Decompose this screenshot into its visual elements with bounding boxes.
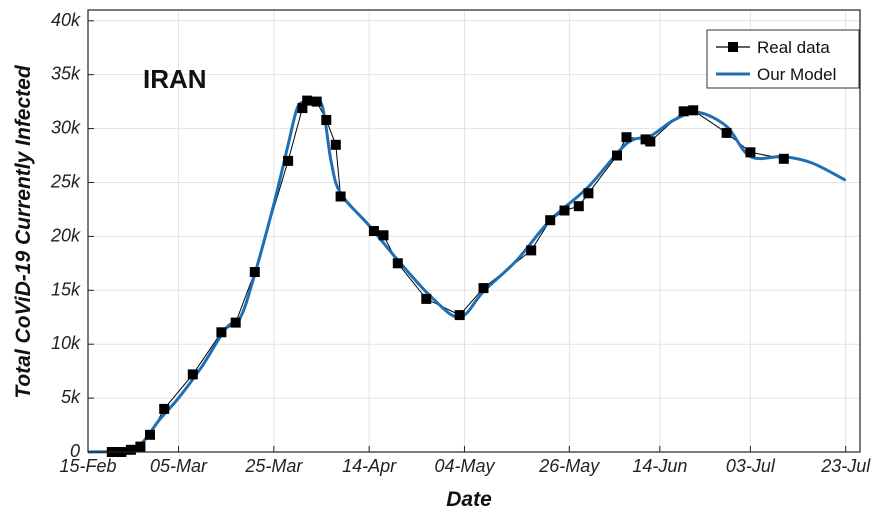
data-point-real [421, 293, 432, 304]
legend-label-model: Our Model [757, 65, 836, 84]
data-point-real [478, 283, 489, 294]
data-point-real [335, 191, 346, 202]
data-point-real [392, 258, 403, 269]
data-point-real [559, 205, 570, 216]
x-tick-label: 25-Mar [244, 456, 303, 476]
data-point-real [302, 95, 313, 106]
data-point-real [721, 127, 732, 138]
y-axis-title: Total CoViD-19 Currently Infected [12, 64, 35, 398]
x-axis-title: Date [446, 488, 492, 511]
x-tick-label: 04-May [434, 456, 495, 476]
x-tick-label: 26-May [538, 456, 600, 476]
data-point-real [778, 153, 789, 164]
data-point-real [368, 226, 379, 236]
x-tick-label: 03-Jul [726, 456, 776, 476]
data-point-real [378, 230, 389, 241]
country-annotation: IRAN [143, 64, 207, 94]
data-point-real [688, 105, 699, 116]
y-tick-label: 20k [50, 225, 81, 245]
y-axis: 0 5k 10k 15k 20k 25k 30k 35k 40k [50, 10, 94, 461]
x-tick-label: 14-Apr [342, 456, 397, 476]
data-point-real [612, 150, 622, 161]
legend-box [706, 29, 860, 89]
data-point-real [297, 103, 308, 114]
data-point-real [321, 115, 332, 125]
data-point-real [135, 441, 146, 452]
legend: Real data Our Model [706, 29, 860, 89]
data-point-real [187, 369, 198, 380]
data-point-real [573, 201, 584, 212]
y-tick-label: 5k [61, 387, 81, 407]
x-tick-label: 05-Mar [150, 456, 208, 476]
x-axis: 15-Feb 05-Mar 25-Mar 14-Apr 04-May 26-May 14-J… [59, 446, 871, 476]
x-tick-label: 14-Jun [632, 456, 687, 476]
data-point-real [230, 317, 241, 328]
data-point-real [454, 310, 465, 321]
data-point-real [159, 403, 170, 414]
data-point-real [216, 327, 227, 338]
data-point-real [125, 444, 136, 455]
y-tick-label: 15k [51, 279, 81, 299]
y-tick-label: 40k [51, 10, 81, 30]
y-tick-label: 25k [50, 171, 81, 191]
data-point-real [745, 147, 756, 158]
y-tick-label: 0 [70, 441, 80, 461]
legend-marker-real [728, 42, 738, 52]
data-point-real [145, 429, 155, 440]
data-point-real [583, 188, 594, 199]
data-point-real [545, 215, 556, 226]
y-tick-label: 35k [51, 64, 81, 84]
data-point-real [621, 132, 632, 143]
plot-frame [87, 9, 861, 453]
y-tick-label: 30k [51, 118, 81, 138]
data-point-real [249, 267, 260, 277]
legend-label-real: Real data [757, 38, 830, 57]
data-point-real [645, 136, 656, 147]
data-point-real [311, 96, 322, 107]
y-tick-label: 10k [51, 333, 81, 353]
data-point-real [283, 155, 294, 166]
data-point-real [678, 106, 689, 117]
data-point-real [526, 245, 537, 256]
x-tick-label: 15-Feb [59, 456, 116, 476]
x-tick-label: 23-Jul [820, 456, 871, 476]
data-point-real [330, 139, 341, 150]
